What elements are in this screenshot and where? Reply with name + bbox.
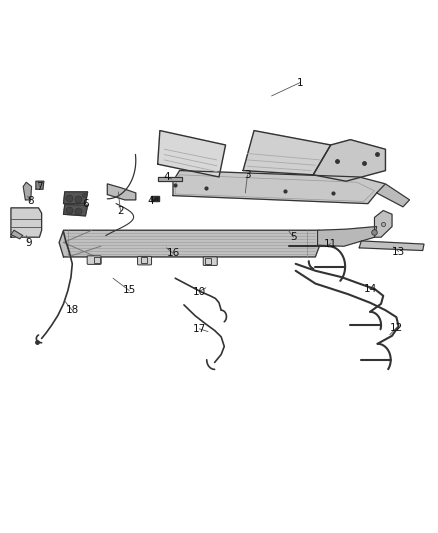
- Text: 5: 5: [290, 232, 297, 242]
- Polygon shape: [36, 181, 44, 189]
- Polygon shape: [11, 230, 23, 239]
- Polygon shape: [318, 227, 377, 246]
- Polygon shape: [151, 196, 159, 201]
- Text: 2: 2: [117, 206, 124, 215]
- Polygon shape: [173, 171, 385, 204]
- Polygon shape: [158, 177, 182, 181]
- Polygon shape: [11, 208, 42, 237]
- Polygon shape: [313, 140, 385, 181]
- FancyBboxPatch shape: [87, 256, 101, 264]
- Text: 16: 16: [166, 248, 180, 258]
- Text: 13: 13: [392, 247, 405, 256]
- Text: 9: 9: [25, 238, 32, 247]
- Text: 8: 8: [27, 197, 34, 206]
- Text: 18: 18: [66, 305, 79, 315]
- Text: 11: 11: [324, 239, 337, 248]
- FancyBboxPatch shape: [203, 257, 217, 265]
- Text: 4: 4: [163, 172, 170, 182]
- Polygon shape: [59, 230, 320, 257]
- Polygon shape: [23, 182, 32, 200]
- Text: 17: 17: [193, 324, 206, 334]
- Text: 7: 7: [36, 182, 43, 191]
- Polygon shape: [158, 131, 226, 177]
- Text: 10: 10: [193, 287, 206, 296]
- Polygon shape: [64, 192, 88, 204]
- Polygon shape: [377, 184, 410, 207]
- Polygon shape: [359, 241, 424, 251]
- FancyBboxPatch shape: [138, 256, 152, 265]
- Text: 1: 1: [297, 78, 304, 87]
- Polygon shape: [243, 131, 331, 175]
- Text: 6: 6: [82, 199, 89, 208]
- Text: 15: 15: [123, 286, 136, 295]
- Polygon shape: [107, 184, 136, 200]
- Polygon shape: [374, 211, 392, 237]
- Text: 12: 12: [390, 323, 403, 333]
- Text: 3: 3: [244, 170, 251, 180]
- Text: 4: 4: [148, 197, 155, 206]
- Polygon shape: [64, 205, 88, 216]
- Text: 14: 14: [364, 284, 377, 294]
